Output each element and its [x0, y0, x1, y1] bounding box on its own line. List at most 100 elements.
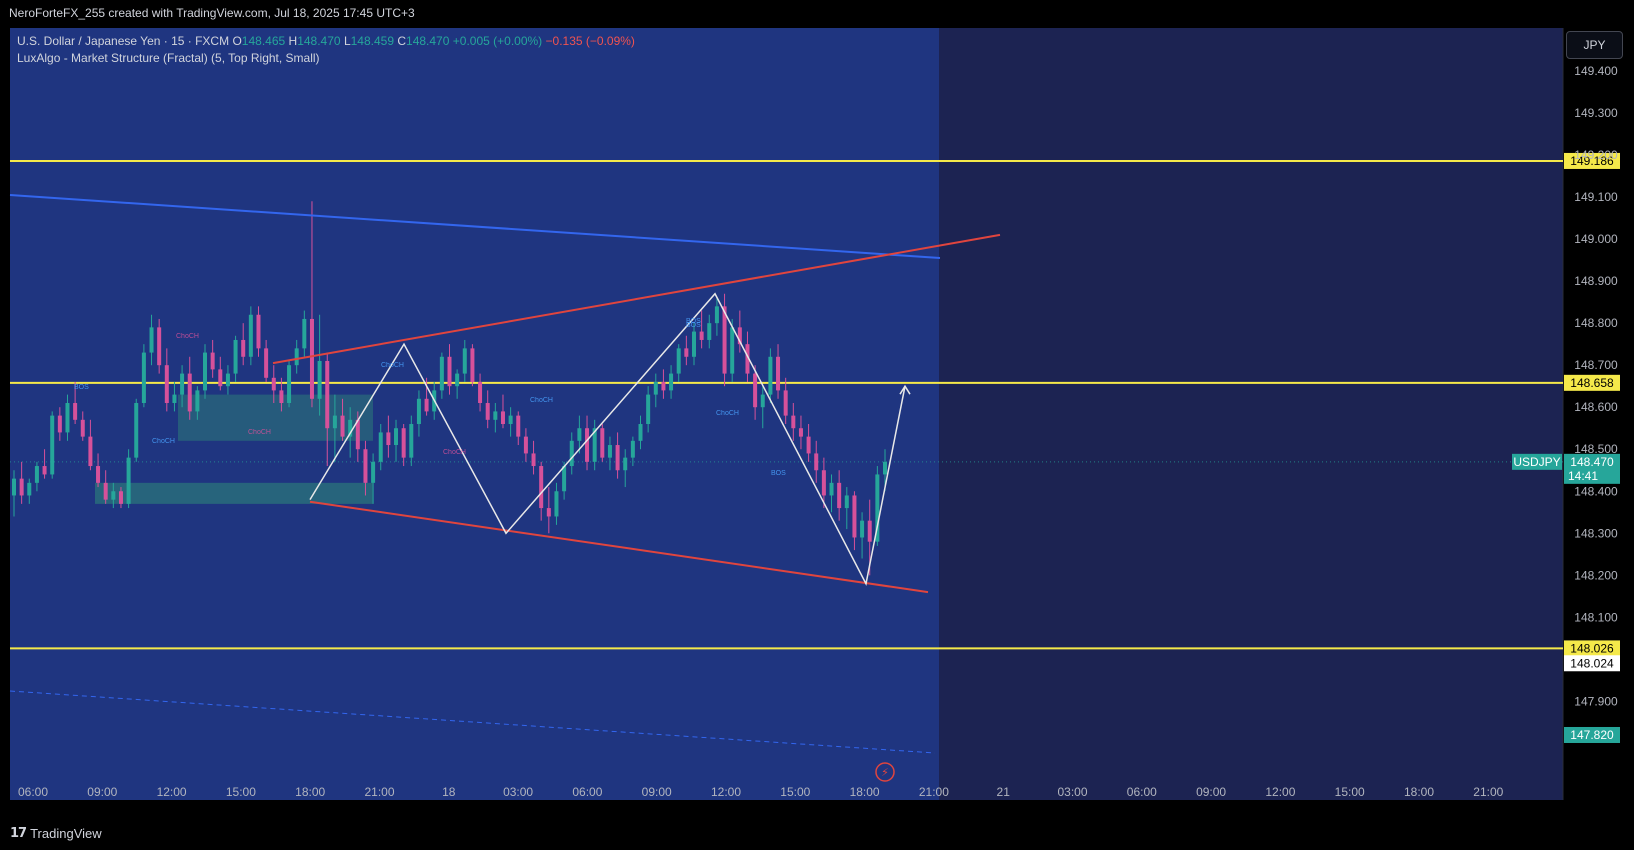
- trendline-descending-blue[interactable]: [9, 193, 941, 260]
- x-tick-label: 15:00: [780, 785, 810, 799]
- x-tick-label: 18:00: [1404, 785, 1434, 799]
- current-price-badge[interactable]: [1564, 453, 1620, 484]
- high-label: H: [288, 34, 298, 48]
- symbol-badge[interactable]: [1512, 453, 1562, 470]
- candle-body: [653, 381, 658, 395]
- demand-zone: [95, 482, 373, 504]
- candle-body: [867, 520, 872, 542]
- arrowhead-icon: [899, 384, 911, 395]
- y-tick-label: 148.700: [1574, 358, 1618, 372]
- candle-body: [164, 365, 169, 404]
- y-tick-label: 148.900: [1574, 274, 1618, 288]
- x-tick-label: 09:00: [642, 785, 672, 799]
- candle-body: [722, 306, 727, 374]
- candle-body: [88, 436, 93, 467]
- candle-body: [195, 390, 200, 412]
- structure-label: BOS: [771, 470, 786, 477]
- x-tick-label: 03:00: [503, 785, 533, 799]
- candle-body: [42, 466, 47, 475]
- price-level-label: 148.024: [1570, 656, 1614, 670]
- currency-button[interactable]: JPY: [1566, 31, 1623, 59]
- structure-label: ChoCH: [716, 410, 739, 417]
- y-tick-label: 149.100: [1574, 190, 1618, 204]
- candle-body: [508, 415, 513, 425]
- candle-body: [684, 348, 689, 357]
- price-level-badge[interactable]: [1564, 374, 1620, 391]
- candle-body: [546, 508, 551, 517]
- structure-label: BOS: [686, 318, 701, 325]
- candle-body: [439, 356, 444, 391]
- open-label: O: [232, 34, 242, 48]
- candle-body: [523, 436, 528, 454]
- candle-body: [798, 428, 803, 437]
- low-marker-badge[interactable]: [1564, 726, 1620, 743]
- candle-body: [256, 314, 261, 349]
- candle-body: [585, 428, 590, 462]
- open-value: 148.465: [241, 34, 286, 48]
- candle-body: [80, 419, 85, 437]
- candle-body: [340, 415, 345, 437]
- structure-label: ChoCH: [248, 429, 271, 436]
- tradingview-logo[interactable]: 17 TradingView: [10, 826, 102, 841]
- chart-area[interactable]: 149.186 148.658 148.026 148.024 USDJPY 148.47…: [0, 27, 1634, 817]
- candle-body: [157, 327, 162, 366]
- candle-body: [386, 432, 391, 446]
- candle-body: [279, 390, 284, 404]
- low-value: 148.459: [350, 34, 395, 48]
- symbol-name[interactable]: U.S. Dollar / Japanese Yen · 15 · FXCM: [17, 34, 230, 48]
- candle-body: [592, 428, 597, 462]
- y-tick-label: 147.900: [1574, 694, 1618, 708]
- change-value: +0.005 (+0.00%): [452, 34, 543, 48]
- candle-body: [455, 373, 460, 387]
- candle-body: [669, 373, 674, 391]
- candle-body: [699, 331, 704, 340]
- indicator-name[interactable]: LuxAlgo - Market Structure (Fractal) (5,…: [17, 51, 320, 65]
- x-tick-label: 15:00: [226, 785, 256, 799]
- structure-label: ChoCH: [381, 362, 404, 369]
- candle-body: [394, 428, 399, 446]
- candle-body: [27, 482, 32, 496]
- indicator-legend[interactable]: LuxAlgo - Market Structure (Fractal) (5,…: [17, 51, 320, 65]
- price-level-badge[interactable]: [1564, 655, 1620, 672]
- candle-body: [600, 428, 605, 458]
- candle-body: [776, 356, 781, 391]
- candle-body: [630, 440, 635, 458]
- trendline-upper-red[interactable]: [272, 233, 1001, 365]
- candle-body: [332, 415, 337, 429]
- trendline-lower-red[interactable]: [309, 500, 929, 594]
- brand-name: TradingView: [30, 826, 102, 841]
- candle-body: [149, 327, 154, 353]
- zigzag-pattern[interactable]: [309, 292, 906, 586]
- candle-body: [302, 318, 307, 349]
- x-tick-label: 12:00: [711, 785, 741, 799]
- attribution-bar: NeroForteFX_255 created with TradingView…: [0, 0, 1634, 27]
- candle-body: [860, 520, 865, 538]
- tradingview-logo-icon: 17: [10, 826, 27, 841]
- candle-body: [623, 457, 628, 471]
- symbol-legend[interactable]: U.S. Dollar / Japanese Yen · 15 · FXCM O…: [17, 34, 635, 48]
- candle-body: [714, 306, 719, 324]
- x-tick-label: 18:00: [295, 785, 325, 799]
- candle-body: [852, 495, 857, 538]
- current-price-label: 148.470: [1570, 455, 1614, 469]
- candle-body: [707, 323, 712, 340]
- candle-body: [409, 424, 414, 458]
- alert-icon[interactable]: [875, 762, 895, 782]
- lightning-icon: ⚡: [881, 766, 889, 779]
- symbol-badge-label: USDJPY: [1513, 455, 1560, 469]
- y-tick-label: 148.500: [1574, 442, 1618, 456]
- low-label: L: [343, 34, 351, 48]
- x-tick-label: 12:00: [157, 785, 187, 799]
- candle-body: [134, 403, 139, 458]
- price-level-badge[interactable]: [1564, 640, 1620, 657]
- countdown-label: 14:41: [1568, 469, 1598, 483]
- low-marker-label: 147.820: [1570, 728, 1614, 742]
- x-tick-label: 09:00: [87, 785, 117, 799]
- candle-body: [111, 491, 116, 500]
- x-tick-label: 06:00: [18, 785, 48, 799]
- price-level-badge[interactable]: [1564, 152, 1620, 169]
- candle-body: [791, 415, 796, 429]
- candle-body: [768, 356, 773, 395]
- candle-body: [264, 348, 269, 378]
